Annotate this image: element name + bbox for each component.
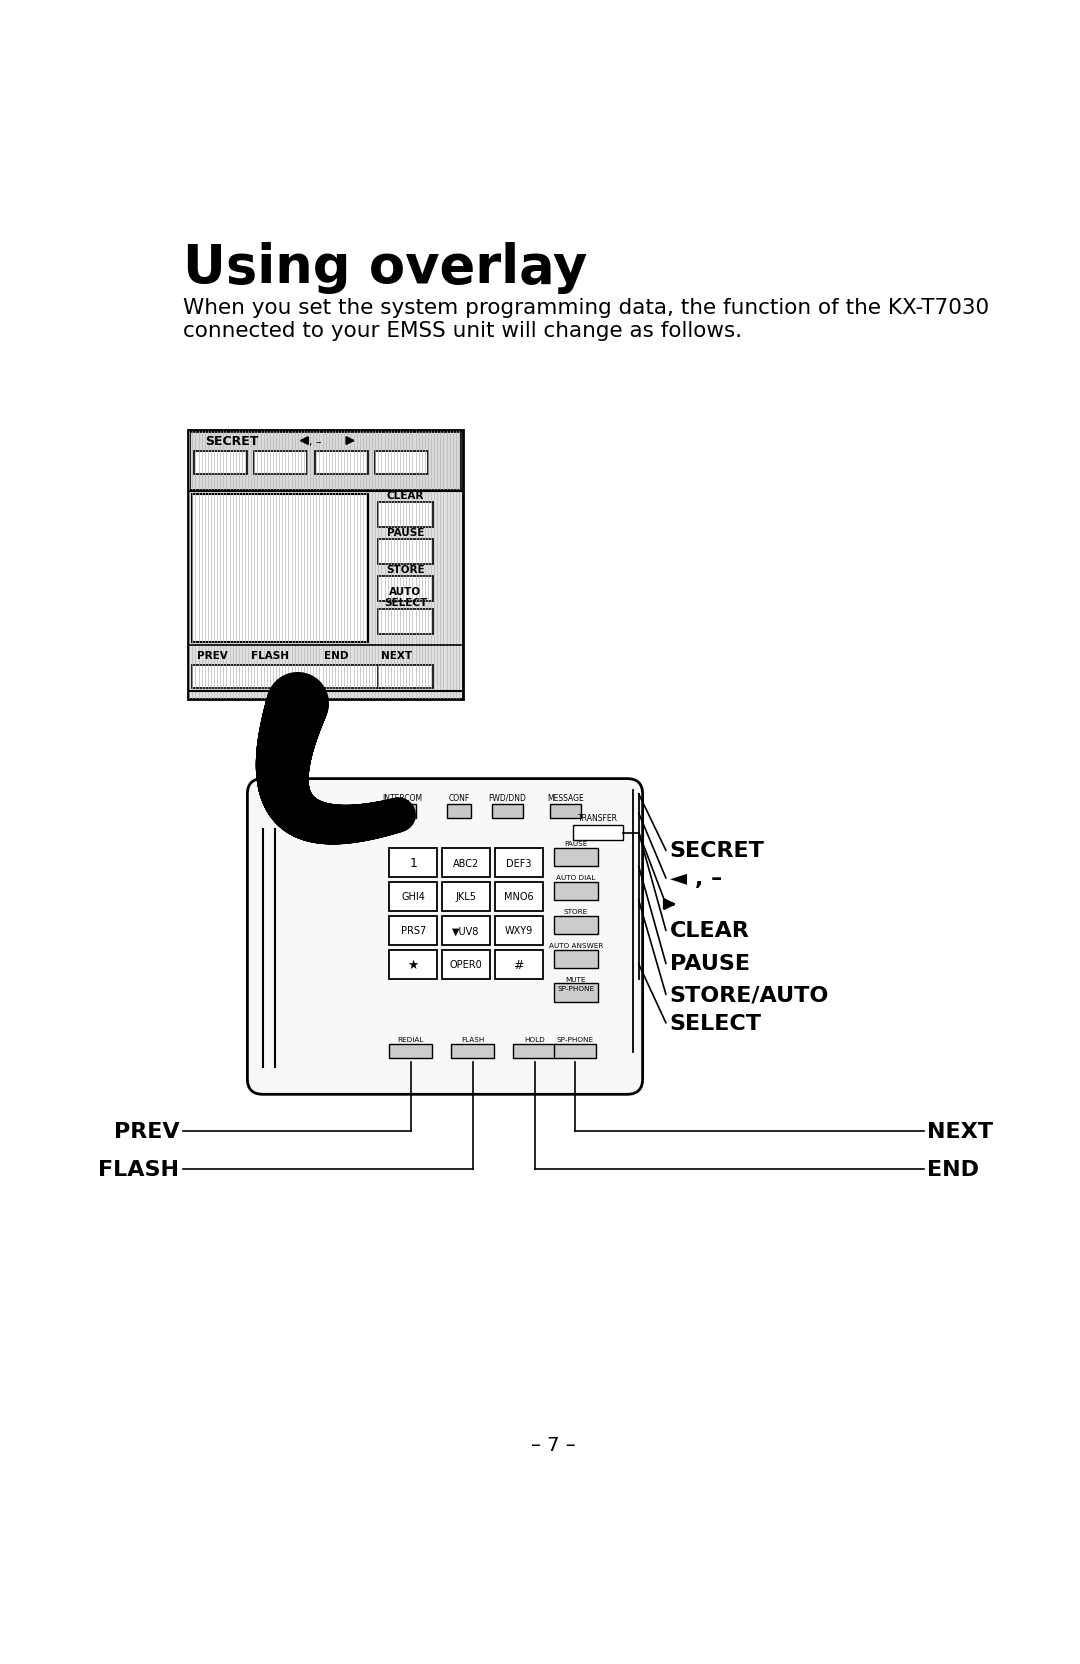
Bar — [378, 609, 433, 634]
Bar — [190, 433, 460, 491]
Text: REDIAL: REDIAL — [397, 1037, 423, 1042]
Text: WXY9: WXY9 — [504, 925, 532, 935]
FancyBboxPatch shape — [247, 779, 643, 1095]
Bar — [513, 1045, 556, 1058]
Text: AUTO
SELECT: AUTO SELECT — [383, 587, 427, 607]
Text: END: END — [324, 651, 349, 661]
Bar — [389, 1045, 432, 1058]
Text: PAUSE: PAUSE — [387, 527, 424, 537]
Bar — [442, 950, 490, 978]
Bar — [389, 804, 416, 819]
Bar — [389, 849, 437, 877]
Text: HOLD: HOLD — [524, 1037, 545, 1042]
Text: MUTE: MUTE — [566, 977, 586, 982]
Text: connected to your EMSS unit will change as follows.: connected to your EMSS unit will change … — [183, 321, 742, 341]
Bar — [495, 950, 542, 978]
Bar — [554, 917, 598, 935]
FancyBboxPatch shape — [188, 431, 463, 701]
Text: PAUSE: PAUSE — [564, 840, 588, 847]
Text: PREV: PREV — [113, 1122, 179, 1142]
Text: AUTO DIAL: AUTO DIAL — [556, 875, 595, 880]
Text: TRANSFER: TRANSFER — [578, 814, 618, 824]
Text: SECRET: SECRET — [205, 434, 258, 448]
Bar — [446, 804, 471, 819]
Bar — [442, 917, 490, 945]
Bar — [572, 825, 623, 840]
Text: SECRET: SECRET — [670, 840, 765, 860]
Bar — [314, 453, 367, 476]
Bar — [389, 917, 437, 945]
Text: CLEAR: CLEAR — [387, 491, 424, 501]
Text: DEF3: DEF3 — [505, 859, 531, 869]
Text: ▼UV8: ▼UV8 — [453, 925, 480, 935]
Bar — [554, 983, 598, 1002]
Text: PRS7: PRS7 — [401, 925, 426, 935]
Bar — [389, 950, 437, 978]
Text: GHI4: GHI4 — [402, 892, 426, 902]
Bar — [495, 882, 542, 912]
Text: 1: 1 — [409, 857, 417, 870]
Bar — [495, 849, 542, 877]
Text: CLEAR: CLEAR — [670, 920, 750, 940]
Bar — [442, 849, 490, 877]
Text: FLASH: FLASH — [98, 1160, 179, 1180]
Bar — [554, 1045, 596, 1058]
Bar — [191, 496, 368, 642]
Text: STORE: STORE — [387, 564, 424, 574]
Text: AUTO ANSWER: AUTO ANSWER — [549, 942, 603, 948]
Text: ★: ★ — [407, 958, 419, 972]
Bar — [442, 882, 490, 912]
Text: OPER0: OPER0 — [449, 960, 483, 970]
Text: – 7 –: – 7 – — [531, 1436, 576, 1454]
Text: Using overlay: Using overlay — [183, 241, 588, 295]
Text: SP-PHONE: SP-PHONE — [556, 1037, 593, 1042]
Text: ABC2: ABC2 — [453, 859, 480, 869]
Bar — [378, 666, 433, 689]
Bar — [191, 666, 380, 689]
Text: When you set the system programming data, the function of the KX-T7030: When you set the system programming data… — [183, 298, 989, 318]
Text: END: END — [927, 1160, 980, 1180]
Bar — [194, 453, 246, 476]
Text: INTERCOM: INTERCOM — [382, 794, 422, 802]
Bar — [554, 882, 598, 900]
Bar — [550, 804, 581, 819]
Text: PREV: PREV — [197, 651, 228, 661]
Text: NEXT: NEXT — [381, 651, 413, 661]
Text: FLASH: FLASH — [461, 1037, 484, 1042]
Text: MESSAGE: MESSAGE — [546, 794, 583, 802]
Text: FLASH: FLASH — [252, 651, 289, 661]
Text: FWD/DND: FWD/DND — [488, 794, 526, 802]
Bar — [451, 1045, 494, 1058]
Bar — [255, 453, 307, 476]
Text: STORE/AUTO: STORE/AUTO — [670, 985, 829, 1005]
Text: MNO6: MNO6 — [503, 892, 534, 902]
Bar — [491, 804, 523, 819]
Bar — [495, 917, 542, 945]
Bar — [378, 539, 433, 564]
Bar — [375, 453, 428, 476]
Text: JKL5: JKL5 — [456, 892, 476, 902]
Text: NEXT: NEXT — [927, 1122, 993, 1142]
Text: , –: , – — [309, 438, 322, 448]
Text: STORE: STORE — [564, 909, 589, 915]
Text: PAUSE: PAUSE — [670, 953, 750, 973]
Text: #: # — [513, 958, 524, 972]
Text: SP-PHONE: SP-PHONE — [557, 985, 594, 992]
Text: SELECT: SELECT — [670, 1013, 761, 1033]
Bar — [378, 503, 433, 527]
Bar — [554, 950, 598, 968]
Text: CONF: CONF — [448, 794, 470, 802]
Text: ◄ , –: ◄ , – — [670, 869, 723, 889]
Bar — [554, 849, 598, 867]
Bar — [378, 577, 433, 601]
Bar — [389, 882, 437, 912]
